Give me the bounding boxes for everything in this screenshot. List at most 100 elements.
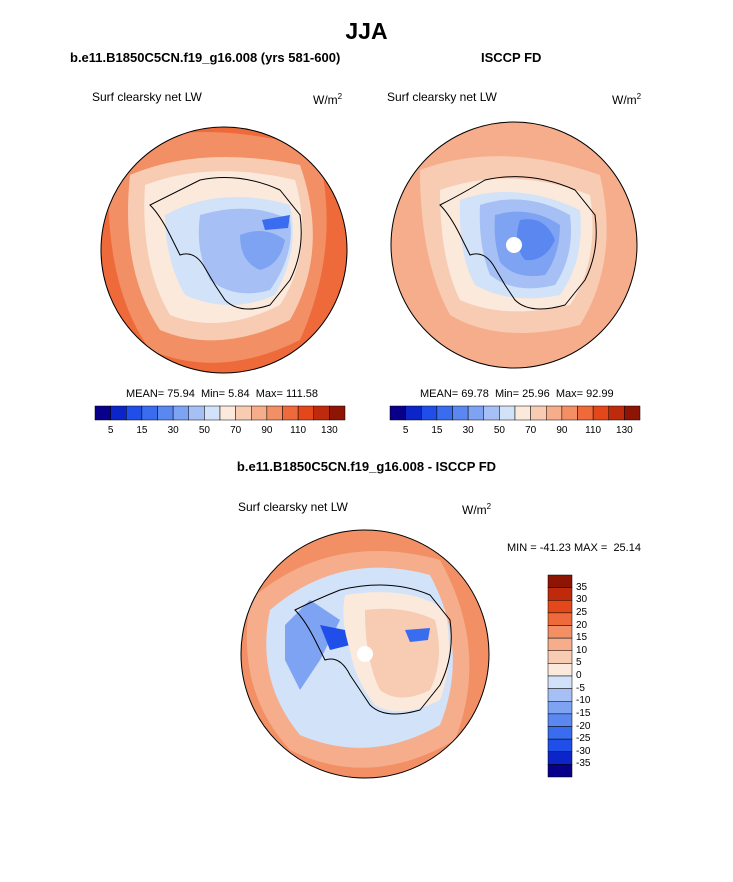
colorbar-swatch <box>577 405 594 421</box>
colorbar-swatch <box>592 405 609 421</box>
obs-map-border <box>390 121 638 369</box>
colorbar-tick-label: 15 <box>136 425 148 436</box>
obs-field-outer <box>391 122 637 368</box>
colorbar-swatch <box>157 405 174 421</box>
colorbar-swatch <box>499 405 516 421</box>
diff-field-ice <box>343 592 449 712</box>
diff-panel-title: b.e11.B1850C5CN.f19_g16.008 - ISCCP FD <box>236 459 497 474</box>
model-field-ring3 <box>144 171 303 323</box>
colorbar-tick-label: -35 <box>576 758 591 770</box>
colorbar-swatch <box>188 405 205 421</box>
colorbar-swatch <box>514 405 531 421</box>
colorbar-tick-label: 15 <box>431 425 443 436</box>
colorbar-swatch <box>547 587 573 601</box>
colorbar-tick-label: 30 <box>462 425 474 436</box>
obs-field-ice <box>459 192 581 299</box>
model-variable-label: Surf clearsky net LW <box>92 90 202 104</box>
obs-field-core <box>494 211 560 277</box>
diff-pole-hole <box>357 646 373 662</box>
colorbar-swatch <box>126 405 143 421</box>
colorbar-tick-label: -10 <box>576 695 591 707</box>
colorbar-swatch <box>467 405 484 421</box>
model-field-plateau <box>198 208 291 294</box>
colorbar-tick-label: 25 <box>576 606 588 618</box>
colorbar-tick-label: 50 <box>198 425 210 436</box>
colorbar-tick-label: -5 <box>576 682 585 694</box>
diff-minmax: MIN = -41.23 MAX = 25.14 <box>507 542 641 554</box>
colorbar-tick-label: 20 <box>576 619 588 631</box>
colorbar-swatch <box>547 600 573 614</box>
diff-field-ocean <box>266 567 453 748</box>
colorbar-tick-label: 130 <box>616 425 633 436</box>
obs-stats: MEAN= 69.78 Min= 25.96 Max= 92.99 <box>420 388 614 400</box>
diff-field-neg2 <box>320 625 350 650</box>
obs-units-label: W/m2 <box>612 92 642 107</box>
colorbar-swatch <box>219 405 236 421</box>
colorbar-swatch <box>547 764 573 778</box>
obs-field-ring2 <box>440 178 593 312</box>
colorbar-tick-label: 0 <box>576 670 582 681</box>
colorbar-tick-label: 70 <box>230 425 242 436</box>
colorbar-swatch <box>282 405 299 421</box>
colorbar-tick-label: 110 <box>585 425 602 436</box>
diff-field-outer <box>241 530 489 778</box>
diff-variable-label: Surf clearsky net LW <box>238 500 348 514</box>
colorbar-swatch <box>389 405 406 421</box>
colorbar-tick-label: 50 <box>493 425 505 436</box>
model-units-label: W/m2 <box>313 92 343 107</box>
obs-field-min <box>516 219 555 261</box>
colorbar-tick-label: 30 <box>576 594 588 606</box>
diff-field-neg1 <box>285 600 340 690</box>
colorbar-swatch <box>251 405 268 421</box>
colorbar-swatch <box>547 726 573 740</box>
model-colorbar <box>94 405 346 421</box>
colorbar-tick-label: 130 <box>321 425 338 436</box>
obs-field-plateau <box>479 199 571 289</box>
diff-units-label: W/m2 <box>462 502 492 517</box>
colorbar-swatch <box>547 713 573 727</box>
colorbar-swatch <box>547 612 573 626</box>
obs-variable-label: Surf clearsky net LW <box>387 90 497 104</box>
model-field-core <box>240 231 285 270</box>
colorbar-swatch <box>329 405 346 421</box>
colorbar-tick-label: 5 <box>107 425 114 436</box>
model-coastline <box>149 177 302 310</box>
model-stats: MEAN= 75.94 Min= 5.84 Max= 111.58 <box>126 388 318 400</box>
colorbar-tick-label: 90 <box>556 425 568 436</box>
colorbar-tick-label: 5 <box>576 657 582 669</box>
obs-field-ring <box>420 156 607 333</box>
model-field-min <box>262 215 290 230</box>
obs-pole-hole <box>506 237 522 253</box>
colorbar-swatch <box>546 405 563 421</box>
diff-field-ring <box>246 551 470 768</box>
colorbar-swatch <box>547 738 573 752</box>
colorbar-swatch <box>297 405 314 421</box>
colorbar-swatch <box>530 405 547 421</box>
model-map-border <box>100 126 348 374</box>
colorbar-tick-label: 30 <box>167 425 179 436</box>
colorbar-tick-label: 5 <box>402 425 409 436</box>
colorbar-swatch <box>204 405 221 421</box>
obs-coastline <box>439 176 597 310</box>
colorbar-swatch <box>547 625 573 639</box>
colorbar-tick-label: 110 <box>290 425 307 436</box>
colorbar-tick-label: 90 <box>261 425 273 436</box>
model-field-ring2 <box>128 157 313 341</box>
colorbar-swatch <box>547 574 573 588</box>
colorbar-swatch <box>547 663 573 677</box>
colorbar-swatch <box>547 751 573 765</box>
diff-field-neg3 <box>405 628 430 642</box>
colorbar-swatch <box>547 688 573 702</box>
colorbar-swatch <box>436 405 453 421</box>
colorbar-swatch <box>94 405 111 421</box>
colorbar-swatch <box>172 405 189 421</box>
colorbar-swatch <box>141 405 158 421</box>
colorbar-swatch <box>547 650 573 664</box>
model-field-ice <box>165 197 293 305</box>
colorbar-swatch <box>561 405 578 421</box>
colorbar-tick-label: 10 <box>576 644 588 656</box>
model-field-ring <box>108 132 327 363</box>
